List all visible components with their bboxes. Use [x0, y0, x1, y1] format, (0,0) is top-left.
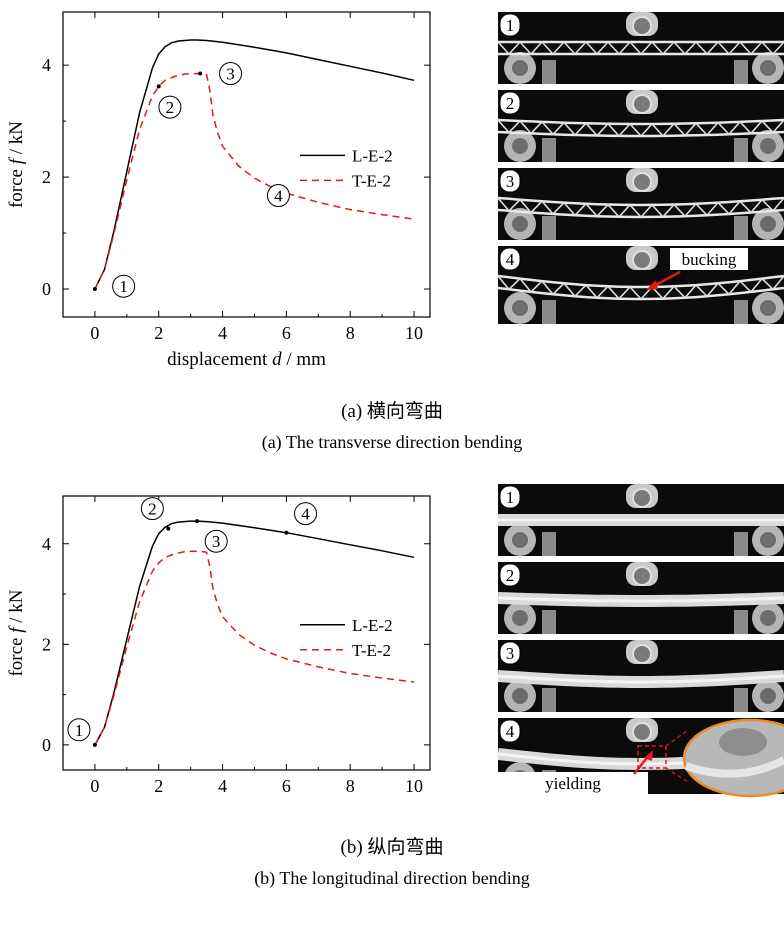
y-tick-label: 0	[42, 735, 51, 755]
x-tick-label: 10	[405, 323, 423, 343]
frame-label-a-1: 1	[500, 14, 520, 36]
y-axis-label: force f / kN	[6, 121, 27, 208]
bucking-label: bucking	[682, 250, 737, 269]
svg-text:3: 3	[506, 644, 515, 663]
chart-b: 0246810024displacement d / mmforce f / k…	[0, 470, 470, 800]
frame-label-b-1: 1	[500, 486, 520, 508]
yielding-label: yielding	[545, 774, 601, 793]
svg-text:1: 1	[506, 488, 515, 507]
state-point-2	[166, 527, 170, 531]
state-label-1: 1	[75, 721, 84, 740]
state-point-2	[157, 84, 161, 88]
state-label-1: 1	[119, 277, 128, 296]
state-point-3	[198, 72, 202, 76]
svg-text:4: 4	[506, 250, 515, 269]
chart-a: 0 2 4 6 8 10 0 2 4 displacement d / mm force f / k…	[0, 0, 470, 380]
caption-a-english: (a) The transverse direction bending	[0, 432, 784, 453]
x-tick-label: 8	[346, 323, 355, 343]
y-tick-label: 0	[42, 279, 51, 299]
frame-label-a-2: 2	[500, 92, 520, 114]
svg-text:1: 1	[506, 16, 515, 35]
state-point-3	[195, 519, 199, 523]
state-label-3: 3	[226, 65, 235, 84]
svg-text:2: 2	[506, 94, 515, 113]
zoom-pin	[719, 728, 767, 756]
x-tick-label: 2	[154, 323, 163, 343]
caption-b-chinese: (b) 纵向弯曲	[0, 832, 784, 859]
state-point-4	[284, 531, 288, 535]
x-tick-label: 6	[282, 323, 291, 343]
x-axis-label: displacement d / mm	[167, 349, 326, 370]
x-tick-label: 2	[154, 776, 163, 796]
x-tick-label: 6	[282, 776, 291, 796]
frame-label-a-3: 3	[500, 170, 520, 192]
photo-overlay-a: 1 2 3 4 bucking	[498, 12, 784, 324]
bucking-arrowhead	[646, 280, 658, 290]
frame-label-b-3: 3	[500, 642, 520, 664]
frame-label-b-4: 4	[500, 720, 520, 742]
zoom-leader-top	[666, 730, 688, 746]
state-point-1	[93, 743, 97, 747]
legend-label-T-E-2: T-E-2	[352, 171, 391, 190]
x-tick-label: 0	[90, 776, 99, 796]
y-tick-label: 2	[42, 634, 51, 654]
legend-label-T-E-2: T-E-2	[352, 641, 391, 660]
state-label-2: 2	[166, 98, 175, 117]
state-label-2: 2	[148, 500, 157, 519]
frame-label-a-4: 4	[500, 248, 520, 270]
state-label-4: 4	[274, 187, 283, 206]
y-axis-label: force f / kN	[6, 589, 27, 676]
y-tick-label: 2	[42, 167, 51, 187]
svg-text:2: 2	[506, 566, 515, 585]
x-tick-label: 8	[346, 776, 355, 796]
legend-label-L-E-2: L-E-2	[352, 146, 393, 165]
frame-label-b-2: 2	[500, 564, 520, 586]
svg-text:3: 3	[506, 172, 515, 191]
state-point-1	[93, 287, 97, 291]
x-tick-label: 4	[218, 776, 227, 796]
x-tick-label: 4	[218, 323, 227, 343]
state-label-4: 4	[301, 505, 310, 524]
caption-a-chinese: (a) 横向弯曲	[0, 396, 784, 423]
x-tick-label: 10	[405, 776, 423, 796]
y-tick-label: 4	[42, 534, 51, 554]
svg-text:4: 4	[506, 722, 515, 741]
zoom-leader-bottom	[666, 768, 688, 782]
panel-b: 0246810024displacement d / mmforce f / k…	[0, 470, 784, 944]
legend-label-L-E-2: L-E-2	[352, 616, 393, 635]
y-tick-label: 4	[42, 55, 51, 75]
panel-a: 0 2 4 6 8 10 0 2 4 displacement d / mm force f / k…	[0, 0, 784, 470]
state-label-3: 3	[212, 532, 221, 551]
caption-b-english: (b) The longitudinal direction bending	[0, 868, 784, 889]
photo-overlay-b: 1 2 3 4 yielding	[498, 484, 784, 796]
x-tick-label: 0	[90, 323, 99, 343]
